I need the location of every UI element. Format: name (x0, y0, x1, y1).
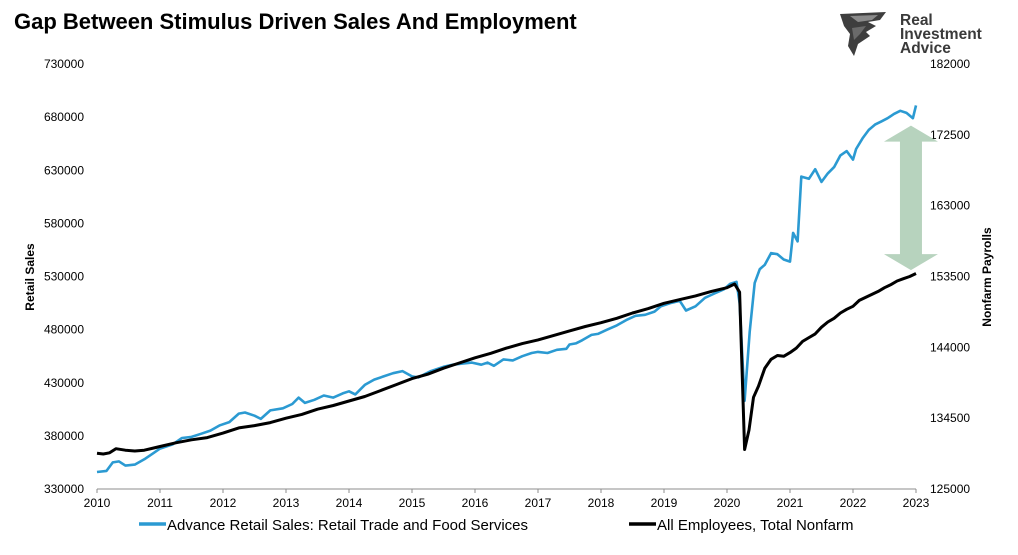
left-tick-label: 380000 (44, 429, 84, 443)
x-tick-label: 2011 (147, 496, 173, 510)
x-axis-ticks: 2010 2011 2012 2013 2014 2015 2016 2017 2018 2019… (84, 489, 930, 510)
left-tick-label: 680000 (44, 110, 84, 124)
x-tick-label: 2021 (777, 496, 804, 510)
legend-label-payrolls: All Employees, Total Nonfarm (657, 517, 853, 534)
brand-line-2: Investment (900, 26, 982, 43)
right-tick-label: 153500 (930, 270, 970, 284)
x-tick-label: 2018 (588, 496, 615, 510)
series-line-retail-sales (96, 105, 918, 474)
left-tick-label: 430000 (44, 376, 84, 390)
gap-arrow (883, 125, 938, 271)
right-tick-label: 163000 (930, 199, 970, 213)
series-layer (96, 105, 918, 474)
x-tick-label: 2017 (525, 496, 552, 510)
x-tick-label: 2016 (462, 496, 489, 510)
x-tick-label: 2010 (84, 496, 111, 510)
legend: Advance Retail Sales: Retail Trade and F… (139, 517, 853, 534)
right-tick-label: 182000 (930, 57, 970, 71)
chart-title: Gap Between Stimulus Driven Sales And Em… (14, 9, 577, 34)
series-line-nonfarm-payrolls (96, 272, 917, 456)
left-tick-label: 330000 (44, 482, 84, 496)
eagle-icon (840, 12, 886, 56)
right-tick-label: 134500 (930, 411, 970, 425)
brand-line-3: Advice (900, 40, 951, 57)
right-tick-label: 144000 (930, 340, 970, 354)
left-axis-title: Retail Sales (23, 243, 37, 311)
left-axis-ticks: 330000 380000 430000 480000 530000 580000 6300… (44, 57, 84, 496)
left-tick-label: 530000 (44, 270, 84, 284)
x-tick-label: 2012 (210, 496, 237, 510)
x-tick-label: 2014 (336, 496, 363, 510)
legend-label-retail: Advance Retail Sales: Retail Trade and F… (167, 517, 528, 534)
right-tick-label: 125000 (930, 482, 970, 496)
x-tick-label: 2020 (714, 496, 741, 510)
right-tick-label: 172500 (930, 128, 970, 142)
x-tick-label: 2019 (651, 496, 678, 510)
brand-logo: Real Investment Advice (838, 10, 998, 63)
brand-line-1: Real (900, 12, 933, 29)
left-tick-label: 480000 (44, 323, 84, 337)
x-tick-label: 2013 (273, 496, 300, 510)
x-tick-label: 2022 (840, 496, 867, 510)
left-tick-label: 580000 (44, 216, 84, 230)
left-tick-label: 630000 (44, 163, 84, 177)
right-axis-ticks: 125000 134500 144000 153500 163000 172500 1820… (930, 57, 970, 496)
gap-arrow-shape (883, 125, 938, 271)
right-axis-title: Nonfarm Payrolls (980, 227, 994, 327)
x-tick-label: 2023 (903, 496, 930, 510)
left-tick-label: 730000 (44, 57, 84, 71)
x-tick-label: 2015 (399, 496, 426, 510)
